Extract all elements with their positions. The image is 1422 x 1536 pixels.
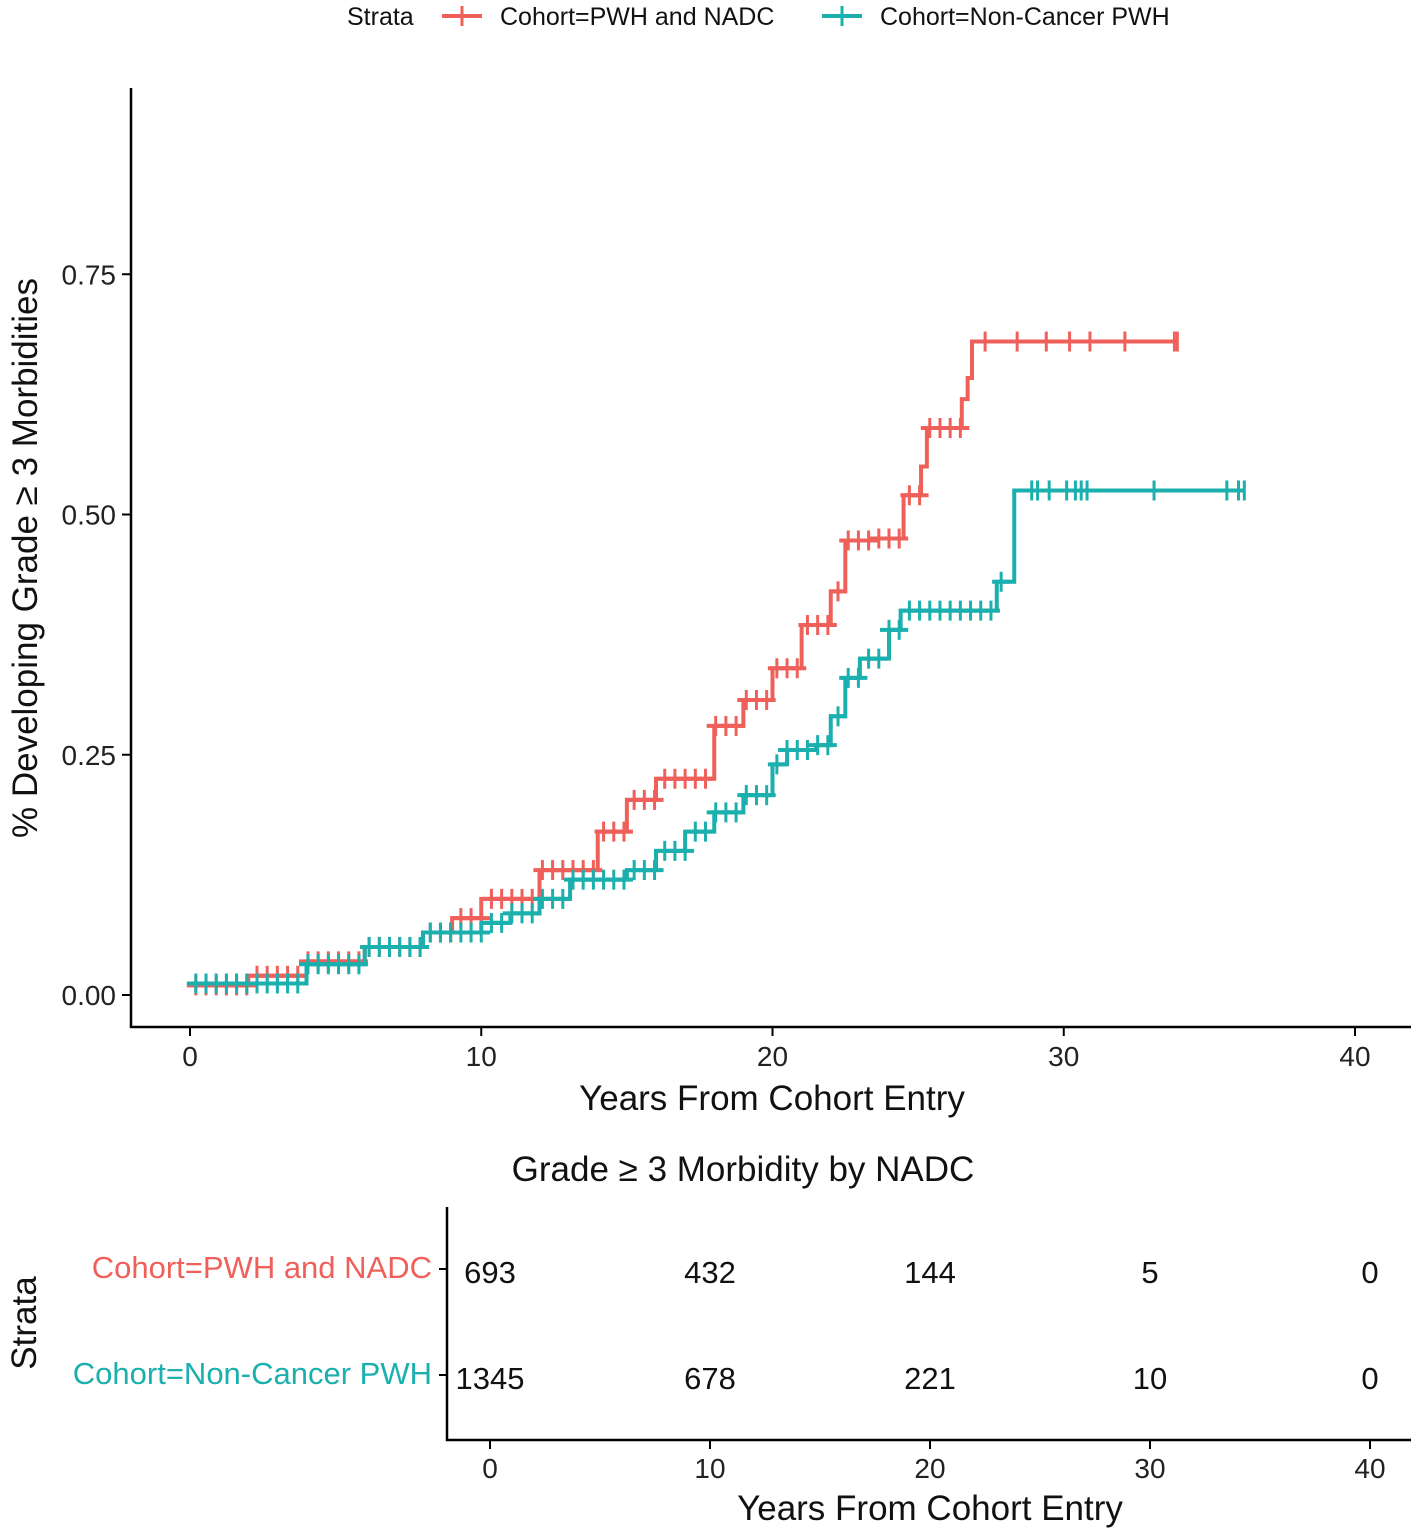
series-pwh-nadc xyxy=(186,331,1179,996)
risk-value: 10 xyxy=(1133,1361,1167,1396)
x-axis-title: Years From Cohort Entry xyxy=(579,1079,965,1118)
risk-value: 1345 xyxy=(456,1361,525,1396)
legend: Strata Cohort=PWH and NADC Cohort=Non-Ca… xyxy=(347,3,1170,31)
risk-y-axis-title: Strata xyxy=(5,1276,44,1370)
risk-value: 693 xyxy=(464,1255,516,1290)
y-tick-label: 0.50 xyxy=(62,500,117,531)
risk-row-label: Cohort=PWH and NADC xyxy=(92,1250,432,1285)
y-tick-label: 0.75 xyxy=(62,259,117,290)
main-axes xyxy=(129,88,1411,1029)
risk-value: 432 xyxy=(684,1255,736,1290)
risk-value: 144 xyxy=(904,1255,956,1290)
y-tick-label: 0.00 xyxy=(62,980,117,1011)
legend-item-pwh-nadc: Cohort=PWH and NADC xyxy=(442,3,774,31)
x-tick-label: 0 xyxy=(182,1041,198,1072)
x-tick-label: 40 xyxy=(1339,1041,1370,1072)
risk-row-label: Cohort=Non-Cancer PWH xyxy=(73,1356,432,1391)
risk-x-axis-title: Years From Cohort Entry xyxy=(737,1489,1123,1528)
x-tick-label: 30 xyxy=(1048,1041,1079,1072)
risk-x-tick-label: 10 xyxy=(694,1453,725,1484)
risk-x-tick-label: 40 xyxy=(1354,1453,1385,1484)
risk-x-tick-label: 0 xyxy=(482,1453,498,1484)
risk-value: 0 xyxy=(1361,1361,1378,1396)
risk-table-title: Grade ≥ 3 Morbidity by NADC xyxy=(512,1150,975,1189)
legend-label: Cohort=PWH and NADC xyxy=(500,3,774,31)
x-tick-label: 20 xyxy=(757,1041,788,1072)
risk-value: 678 xyxy=(684,1361,736,1396)
legend-item-non-cancer: Cohort=Non-Cancer PWH xyxy=(822,3,1170,31)
km-curve xyxy=(190,339,1178,988)
risk-row: Cohort=PWH and NADC 693 432 144 5 0 xyxy=(92,1250,1379,1290)
series-non-cancer-pwh xyxy=(186,480,1246,994)
y-tick-label: 0.25 xyxy=(62,740,117,771)
risk-value: 221 xyxy=(904,1361,956,1396)
risk-row: Cohort=Non-Cancer PWH 1345 678 221 10 0 xyxy=(73,1356,1379,1396)
y-axis-title: % Developing Grade ≥ 3 Morbidities xyxy=(6,278,45,838)
risk-value: 5 xyxy=(1141,1255,1158,1290)
risk-x-tick-label: 30 xyxy=(1134,1453,1165,1484)
legend-label: Cohort=Non-Cancer PWH xyxy=(880,3,1170,31)
legend-title: Strata xyxy=(347,3,414,31)
x-tick-label: 10 xyxy=(466,1041,497,1072)
risk-value: 0 xyxy=(1361,1255,1378,1290)
risk-x-tick-label: 20 xyxy=(914,1453,945,1484)
km-curve xyxy=(190,488,1245,986)
